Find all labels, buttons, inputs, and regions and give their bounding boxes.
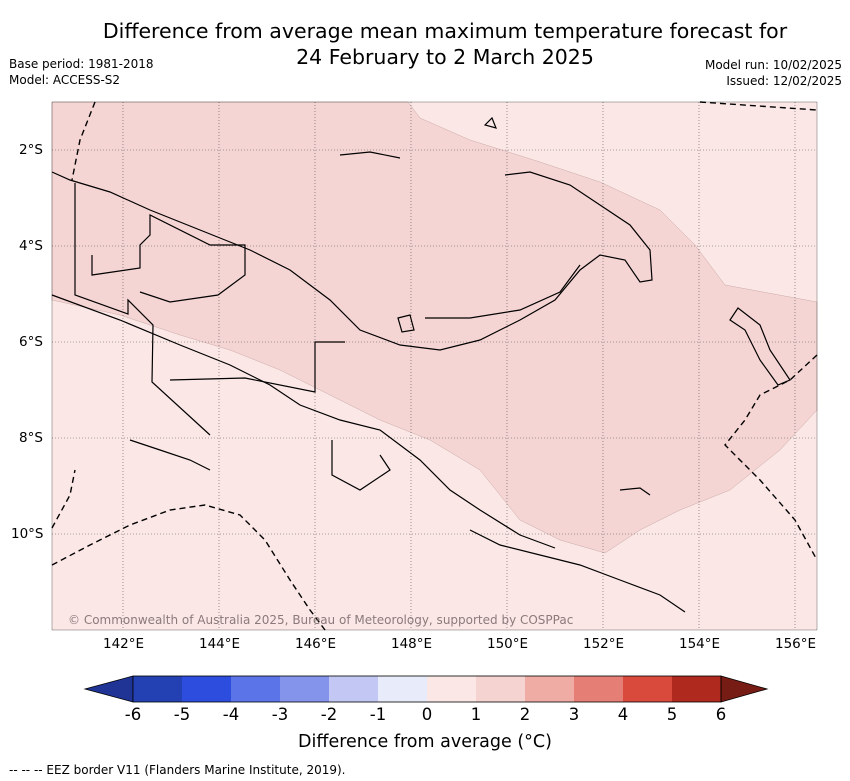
anomaly-zone-1-2 bbox=[51, 101, 818, 554]
lat-label: 6°S bbox=[19, 334, 43, 350]
colorbar-tick-label: 4 bbox=[617, 705, 629, 724]
lon-label: 144°E bbox=[199, 636, 241, 652]
colorbar bbox=[83, 675, 769, 703]
colorbar-swatch bbox=[133, 676, 182, 702]
borders bbox=[74, 183, 391, 491]
model-run: Model run: 10/02/2025 bbox=[704, 58, 842, 72]
coastlines bbox=[51, 116, 791, 613]
eez-borders bbox=[51, 101, 818, 631]
lat-label: 10°S bbox=[11, 526, 44, 542]
graticule bbox=[52, 102, 817, 630]
colorbar-swatch bbox=[574, 676, 623, 702]
lon-label: 146°E bbox=[295, 636, 337, 652]
lat-label: 2°S bbox=[19, 142, 43, 158]
colorbar-swatch bbox=[476, 676, 525, 702]
lat-label: 8°S bbox=[19, 430, 43, 446]
eez-footnote: -- -- -- EEZ border V11 (Flanders Marine… bbox=[9, 763, 346, 777]
colorbar-extend-low bbox=[83, 675, 134, 703]
colorbar-swatch bbox=[672, 676, 721, 702]
lon-label: 142°E bbox=[103, 636, 145, 652]
colorbar-swatch bbox=[231, 676, 280, 702]
colorbar-frame bbox=[132, 675, 722, 703]
colorbar-swatch bbox=[525, 676, 574, 702]
copyright-notice: © Commonwealth of Australia 2025, Bureau… bbox=[68, 613, 574, 627]
colorbar-tick-label: -5 bbox=[173, 705, 191, 724]
colorbar-tick-label: -2 bbox=[320, 705, 338, 724]
colorbar-swatch bbox=[280, 676, 329, 702]
colorbar-tick-label: -4 bbox=[222, 705, 240, 724]
colorbar-swatch bbox=[329, 676, 378, 702]
colorbar-tick-label: 5 bbox=[666, 705, 678, 724]
colorbar-swatch bbox=[427, 676, 476, 702]
base-period: Base period: 1981-2018 bbox=[9, 57, 154, 71]
colorbar-tick-label: 2 bbox=[519, 705, 531, 724]
colorbar-swatch bbox=[378, 676, 427, 702]
lon-label: 148°E bbox=[391, 636, 433, 652]
colorbar-swatch bbox=[182, 676, 231, 702]
colorbar-label: Difference from average (°C) bbox=[298, 732, 552, 752]
colorbar-tick-label: 3 bbox=[568, 705, 580, 724]
colorbar-tick-label: 0 bbox=[421, 705, 433, 724]
metadata-left: Base period: 1981-2018 Model: ACCESS-S2 bbox=[9, 56, 154, 88]
colorbar-tick-label: 1 bbox=[470, 705, 482, 724]
lon-label: 152°E bbox=[583, 636, 625, 652]
lon-label: 154°E bbox=[679, 636, 721, 652]
colorbar-extend-high bbox=[720, 675, 769, 703]
lon-label: 156°E bbox=[775, 636, 817, 652]
model-name: Model: ACCESS-S2 bbox=[9, 73, 121, 87]
lat-label: 4°S bbox=[19, 238, 43, 254]
colorbar-tick-label: 6 bbox=[715, 705, 727, 724]
issued-date: Issued: 12/02/2025 bbox=[726, 74, 842, 88]
colorbar-tick-label: -6 bbox=[124, 705, 142, 724]
title-line-2: 24 February to 2 March 2025 bbox=[296, 45, 594, 69]
map-frame bbox=[51, 101, 818, 631]
title-line-1: Difference from average mean maximum tem… bbox=[102, 19, 788, 43]
metadata-right: Model run: 10/02/2025 Issued: 12/02/2025 bbox=[705, 57, 842, 89]
colorbar-tick-label: -3 bbox=[271, 705, 289, 724]
colorbar-swatch bbox=[623, 676, 672, 702]
map-title: Difference from average mean maximum tem… bbox=[0, 18, 850, 70]
colorbar-tick-label: -1 bbox=[369, 705, 387, 724]
lon-label: 150°E bbox=[487, 636, 529, 652]
